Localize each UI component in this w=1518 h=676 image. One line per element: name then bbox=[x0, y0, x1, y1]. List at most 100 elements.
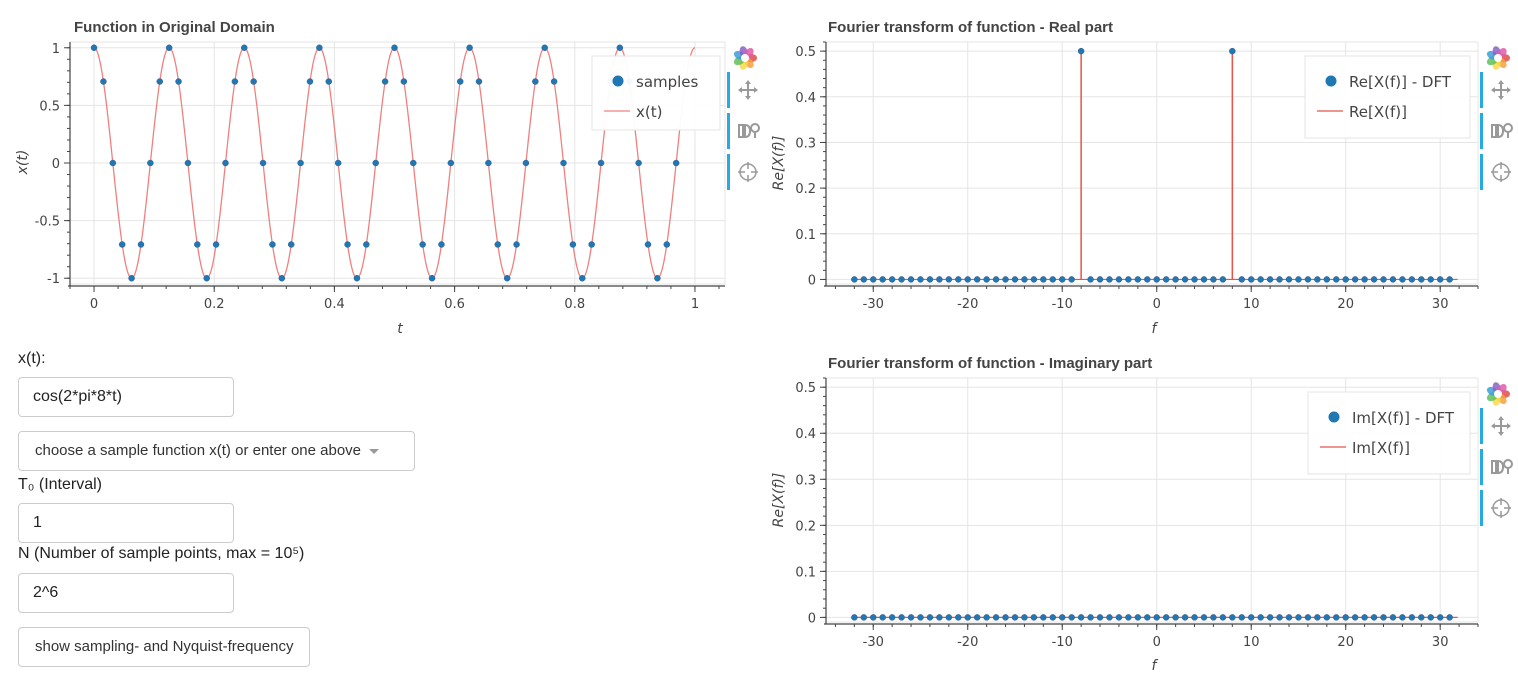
x-tick-label: -20 bbox=[957, 635, 978, 650]
legend-label: Re[X(f)] - DFT bbox=[1349, 73, 1452, 91]
xt-label: x(t): bbox=[18, 350, 46, 367]
dft-point bbox=[1162, 614, 1170, 621]
dft-point bbox=[1276, 276, 1283, 283]
legend-marker-dot bbox=[612, 75, 624, 87]
sample-point bbox=[654, 274, 661, 282]
t0-label: T₀ (Interval) bbox=[18, 476, 102, 493]
dft-point bbox=[1380, 276, 1387, 283]
y-tick-label: 0.1 bbox=[795, 228, 816, 243]
dft-point bbox=[945, 614, 953, 621]
sample-point bbox=[344, 241, 351, 248]
imag-part-chart[interactable]: -30 -20 -10 0 10 20 30 0 0.1 0.2 0.3 0.4 0.5 Fourier … bbox=[0, 340, 1518, 676]
dft-point bbox=[973, 276, 981, 283]
dft-point bbox=[869, 614, 877, 621]
dft-point bbox=[879, 614, 886, 621]
sample-point bbox=[475, 78, 483, 85]
dft-point bbox=[1389, 276, 1397, 283]
sample-point bbox=[410, 159, 417, 167]
dft-point bbox=[1153, 276, 1160, 283]
sample-point bbox=[353, 274, 361, 282]
crosshair-icon[interactable] bbox=[1480, 490, 1518, 526]
dft-point bbox=[1191, 276, 1198, 283]
dft-point bbox=[907, 614, 915, 621]
sample-point bbox=[287, 241, 295, 248]
sample-point bbox=[363, 241, 370, 248]
dft-point bbox=[964, 614, 971, 621]
dft-point bbox=[1011, 614, 1019, 621]
dft-point bbox=[1436, 614, 1444, 621]
sample-point bbox=[616, 44, 624, 52]
n-input[interactable]: 2^6 bbox=[18, 573, 234, 613]
sample-point bbox=[672, 159, 680, 167]
legend-label: Re[X(f)] bbox=[1349, 103, 1407, 121]
dft-point bbox=[860, 276, 868, 283]
dft-point bbox=[1162, 276, 1170, 283]
x-tick-label: 10 bbox=[1243, 297, 1260, 312]
sample-point bbox=[494, 241, 502, 248]
pan-icon[interactable] bbox=[1480, 408, 1518, 444]
sample-point bbox=[569, 241, 577, 248]
dft-point bbox=[1144, 276, 1151, 283]
sample-point bbox=[456, 78, 464, 85]
sample-point bbox=[269, 241, 276, 248]
dft-point bbox=[945, 276, 953, 283]
sample-point bbox=[118, 241, 126, 248]
chart-title: Fourier transform of function - Real par… bbox=[828, 19, 1113, 36]
dft-point bbox=[1304, 614, 1312, 621]
nyquist-button[interactable]: show sampling- and Nyquist-frequency bbox=[18, 627, 311, 667]
chart-title: Fourier transform of function - Imaginar… bbox=[828, 355, 1152, 372]
y-tick-label: 0.3 bbox=[795, 136, 816, 151]
dft-point bbox=[1323, 614, 1331, 621]
dft-point bbox=[1361, 276, 1368, 283]
wheel-zoom-icon[interactable] bbox=[727, 113, 766, 149]
sample-point bbox=[428, 274, 436, 282]
y-tick-label: 0.5 bbox=[39, 99, 60, 114]
bokeh-logo-icon[interactable] bbox=[1480, 40, 1516, 76]
series-group bbox=[851, 614, 1458, 621]
sample-point bbox=[137, 241, 145, 248]
chart-title: Function in Original Domain bbox=[74, 19, 275, 36]
dft-point bbox=[1087, 614, 1094, 621]
legend-label: Im[X(f)] bbox=[1352, 439, 1410, 457]
dft-point bbox=[1210, 276, 1217, 283]
imag-plot-toolbar bbox=[1480, 376, 1516, 536]
y-axis-label: Re[X(f)] bbox=[771, 473, 787, 528]
bokeh-logo-icon[interactable] bbox=[1480, 376, 1516, 412]
crosshair-icon[interactable] bbox=[727, 154, 766, 190]
x-tick-label: 0 bbox=[1153, 635, 1161, 650]
sample-point bbox=[241, 44, 248, 52]
bokeh-logo-icon[interactable] bbox=[727, 40, 763, 76]
pan-icon[interactable] bbox=[1480, 72, 1518, 108]
dft-point bbox=[888, 276, 896, 283]
sample-point bbox=[175, 78, 182, 85]
sample-point bbox=[90, 44, 98, 52]
dft-point bbox=[1408, 276, 1416, 283]
dft-point bbox=[926, 614, 934, 621]
dft-point bbox=[1125, 614, 1132, 621]
dft-point bbox=[1418, 276, 1425, 283]
y-axis-label: x(t) bbox=[15, 150, 31, 176]
y-tick-label: 0.2 bbox=[795, 182, 816, 197]
xt-input[interactable]: cos(2*pi*8*t) bbox=[18, 377, 234, 417]
dft-point bbox=[1115, 276, 1123, 283]
crosshair-icon[interactable] bbox=[1480, 154, 1518, 190]
t0-input[interactable]: 1 bbox=[18, 503, 234, 543]
dft-point bbox=[992, 276, 1000, 283]
pan-icon[interactable] bbox=[727, 72, 766, 108]
sample-function-dropdown[interactable]: choose a sample function x(t) or enter o… bbox=[18, 431, 415, 471]
wheel-zoom-icon[interactable] bbox=[1480, 449, 1518, 485]
x-tick-label: 0 bbox=[90, 297, 98, 312]
dft-point bbox=[1446, 276, 1453, 283]
sample-point bbox=[588, 241, 595, 248]
dft-point bbox=[1418, 614, 1425, 621]
sample-point bbox=[109, 159, 117, 167]
wheel-zoom-icon[interactable] bbox=[1480, 113, 1518, 149]
real-part-chart[interactable]: -30 -20 -10 0 10 20 3000.10.20.30.40.5Fourier … bbox=[0, 0, 1518, 345]
sample-point bbox=[522, 159, 530, 167]
x-axis-label: f bbox=[1152, 321, 1159, 337]
dft-point bbox=[1219, 276, 1227, 283]
time-domain-chart[interactable]: 0 0.2 0.4 0.6 0.8 1 -1 -0.5 0 0.5 1 Function in Ori… bbox=[0, 0, 770, 345]
y-tick-label: 0.4 bbox=[795, 427, 816, 442]
time-plot-toolbar bbox=[727, 40, 763, 200]
x-tick-label: 0 bbox=[1153, 297, 1161, 312]
